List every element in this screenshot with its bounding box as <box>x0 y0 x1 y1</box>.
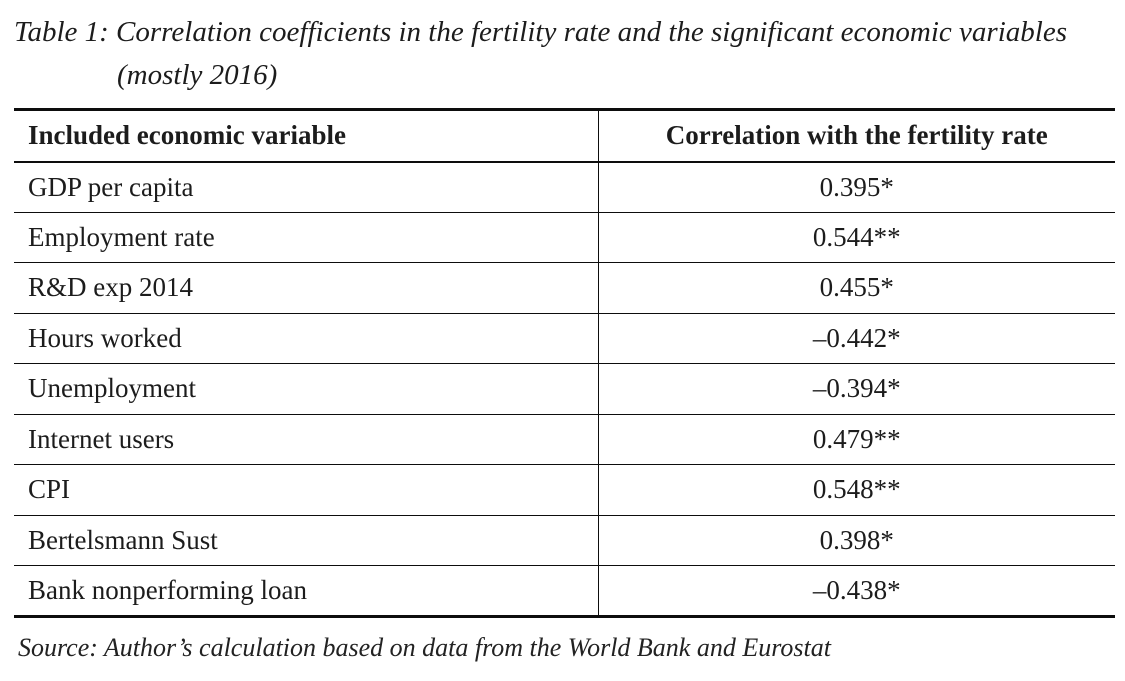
value-cell: 0.455* <box>598 262 1115 314</box>
table-row: Employment rate 0.544** <box>14 212 1115 263</box>
table-row: R&D exp 2014 0.455* <box>14 262 1115 314</box>
table-caption: Table 1: Correlation coefficients in the… <box>14 11 1067 97</box>
variable-cell: Bertelsmann Sust <box>14 515 599 566</box>
value-cell: 0.544** <box>598 212 1115 263</box>
value-cell: 0.395* <box>598 161 1115 213</box>
correlation-table-container: Included economic variable Correlation w… <box>14 108 1115 618</box>
variable-cell: GDP per capita <box>14 161 599 213</box>
variable-cell: Bank nonperforming loan <box>14 565 599 616</box>
variable-cell: Hours worked <box>14 313 599 364</box>
value-cell: –0.442* <box>598 313 1115 364</box>
correlation-table: Included economic variable Correlation w… <box>14 108 1115 618</box>
variable-cell: Employment rate <box>14 212 599 263</box>
header-row: Included economic variable Correlation w… <box>14 109 1115 163</box>
variable-header-cell: Included economic variable <box>14 109 599 163</box>
table-row: Bank nonperforming loan –0.438* <box>14 565 1115 616</box>
variable-cell: R&D exp 2014 <box>14 262 599 314</box>
table-row: Bertelsmann Sust 0.398* <box>14 515 1115 566</box>
source-note: Source: Author’s calculation based on da… <box>18 633 831 662</box>
table-row: CPI 0.548** <box>14 464 1115 516</box>
variable-cell: Unemployment <box>14 363 599 415</box>
table-row: GDP per capita 0.395* <box>14 161 1115 213</box>
caption-line-2: (mostly 2016) <box>117 59 278 91</box>
caption-line-1: Table 1: Correlation coefficients in the… <box>14 16 1067 48</box>
value-cell: 0.479** <box>598 414 1115 465</box>
table-row: Unemployment –0.394* <box>14 363 1115 415</box>
value-header-cell: Correlation with the fertility rate <box>598 109 1115 163</box>
value-cell: 0.398* <box>598 515 1115 566</box>
variable-cell: Internet users <box>14 414 599 465</box>
value-cell: 0.548** <box>598 464 1115 516</box>
table-row: Internet users 0.479** <box>14 414 1115 465</box>
value-cell: –0.394* <box>598 363 1115 415</box>
value-cell: –0.438* <box>812 574 901 605</box>
variable-cell: CPI <box>14 464 599 516</box>
table-row: Hours worked –0.442* <box>14 313 1115 364</box>
